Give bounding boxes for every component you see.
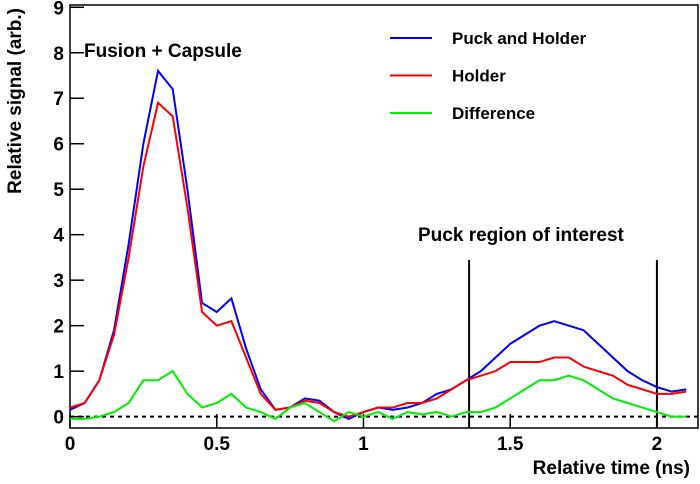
series-line — [69, 100, 687, 418]
legend-label: Puck and Holder — [452, 29, 587, 48]
y-tick-label: 9 — [53, 0, 64, 19]
y-tick-label: 8 — [53, 44, 64, 65]
x-tick-label: 0.5 — [204, 434, 231, 455]
x-tick-label: 0 — [65, 434, 76, 455]
y-tick-label: 3 — [53, 271, 64, 292]
y-axis-label: Relative signal (arb.) — [5, 8, 26, 194]
y-tick-label: 2 — [53, 317, 64, 338]
plot-frame — [69, 4, 699, 429]
x-tick-label: 1 — [358, 434, 369, 455]
legend-label: Holder — [452, 67, 506, 86]
x-tick-label: 1.5 — [497, 434, 524, 455]
y-tick-label: 7 — [53, 89, 64, 110]
y-tick-label: 5 — [53, 180, 64, 201]
y-tick-label: 4 — [53, 226, 64, 247]
annotation: Fusion + Capsule — [84, 41, 242, 62]
y-tick-label: 1 — [53, 362, 64, 383]
y-tick-label: 6 — [53, 135, 64, 156]
series-line — [70, 369, 687, 423]
legend-label: Difference — [452, 104, 535, 123]
y-tick-label: 0 — [53, 408, 64, 429]
annotation: Puck region of interest — [418, 225, 625, 246]
x-axis-label: Relative time (ns) — [533, 458, 690, 479]
x-tick-label: 2 — [652, 434, 663, 455]
